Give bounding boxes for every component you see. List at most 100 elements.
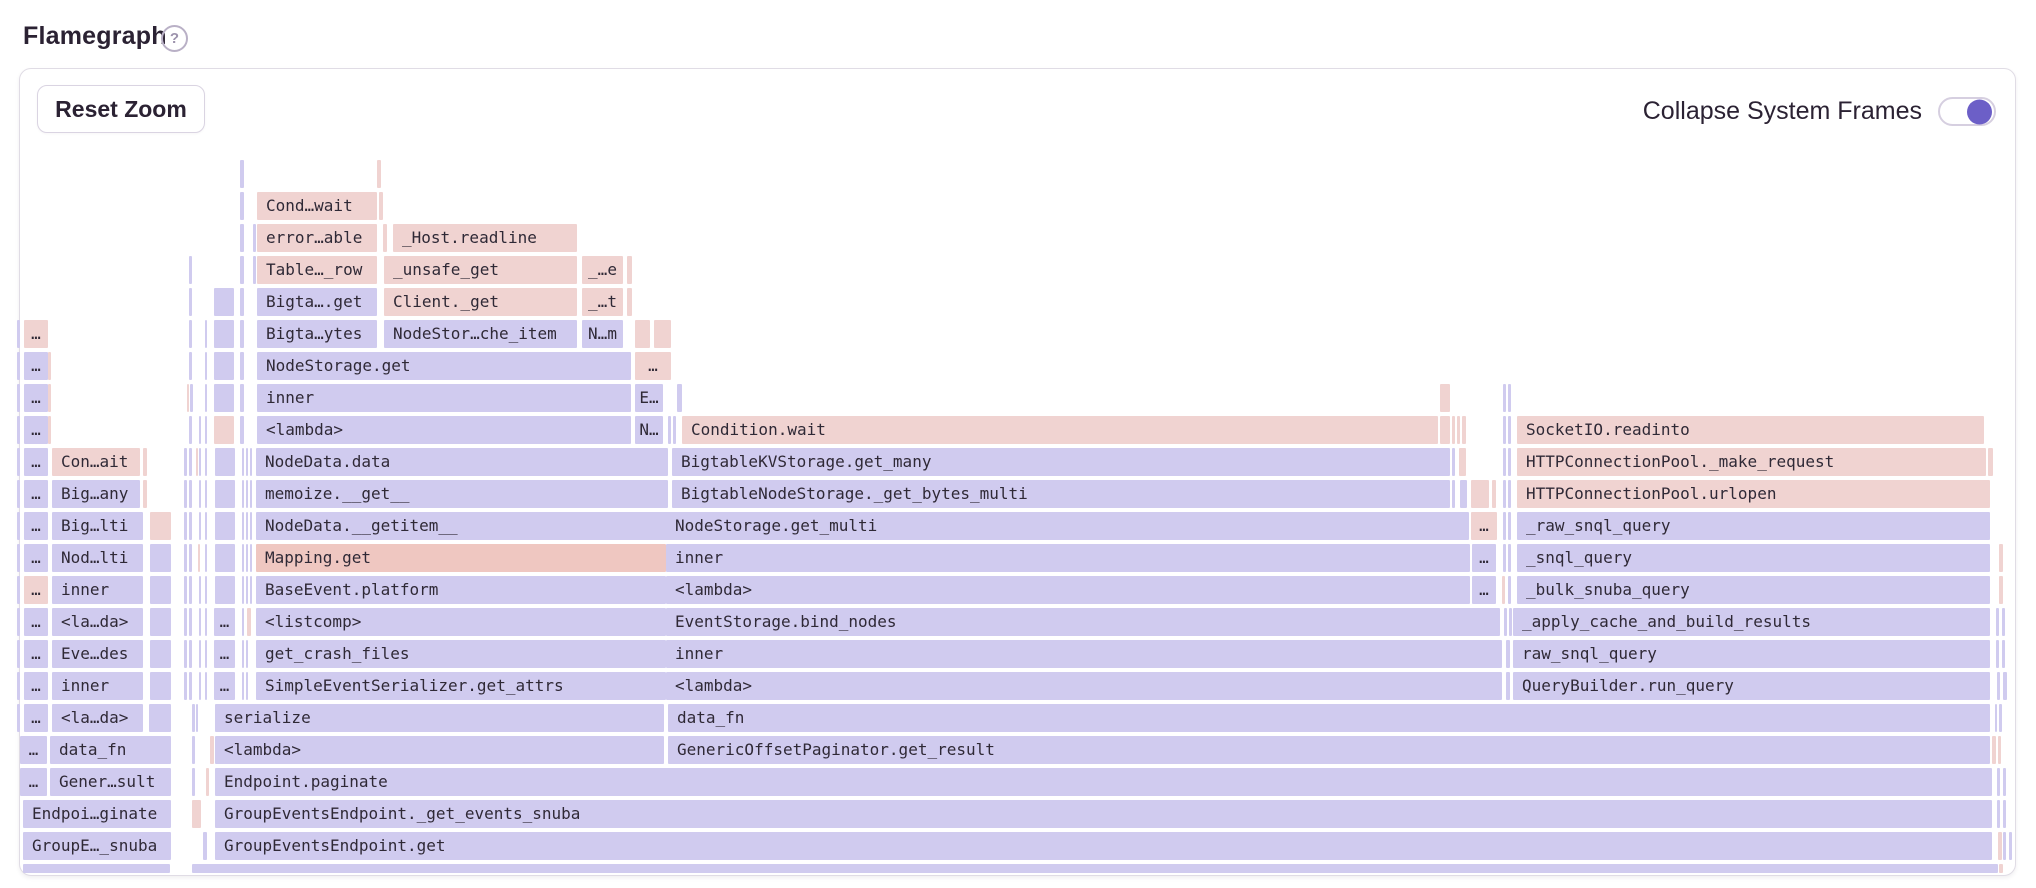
frame-bar[interactable]: <lambda>: [666, 576, 1470, 604]
frame-sliver[interactable]: [189, 480, 192, 508]
frame-sliver[interactable]: [150, 640, 171, 668]
frame-sliver[interactable]: [192, 736, 195, 764]
frame-sliver[interactable]: [199, 448, 201, 476]
frame-sliver[interactable]: [192, 768, 195, 796]
frame-bar[interactable]: Big…lti: [52, 512, 143, 540]
frame-sliver[interactable]: [253, 256, 256, 284]
frame-bar[interactable]: _snql_query: [1517, 544, 1990, 572]
frame-sliver[interactable]: [246, 480, 248, 508]
frame-sliver[interactable]: [206, 768, 209, 796]
frame-sliver[interactable]: [205, 608, 207, 636]
frame-bar[interactable]: Eve…des: [52, 640, 143, 668]
frame-sliver[interactable]: [189, 416, 192, 444]
frame-bar[interactable]: BigtableNodeStorage._get_bytes_multi: [672, 480, 1450, 508]
reset-zoom-button[interactable]: Reset Zoom: [37, 85, 205, 133]
frame-sliver[interactable]: [205, 576, 207, 604]
frame-sliver[interactable]: [242, 608, 244, 636]
frame-bar[interactable]: …: [24, 608, 48, 636]
frame-bar[interactable]: get_crash_files: [256, 640, 666, 668]
frame-bar[interactable]: SimpleEventSerializer.get_attrs: [256, 672, 666, 700]
frame-bar[interactable]: …: [214, 640, 235, 668]
frame-bar[interactable]: _…t: [582, 288, 623, 316]
frame-sliver[interactable]: [1462, 416, 1466, 444]
frame-sliver[interactable]: [192, 704, 195, 732]
frame-sliver[interactable]: [1508, 416, 1511, 444]
frame-sliver[interactable]: [199, 480, 201, 508]
frame-sliver[interactable]: [1998, 832, 2002, 860]
frame-bar[interactable]: HTTPConnectionPool._make_request: [1517, 448, 1986, 476]
frame-sliver[interactable]: [677, 384, 682, 412]
frame-bar[interactable]: <lambda>: [257, 416, 631, 444]
frame-sliver[interactable]: [242, 448, 244, 476]
frame-bar[interactable]: memoize.__get__: [256, 480, 668, 508]
frame-bar[interactable]: …: [1472, 544, 1496, 572]
frame-bar[interactable]: Bigta…ytes: [257, 320, 377, 348]
frame-sliver[interactable]: [1997, 800, 2000, 828]
frame-sliver[interactable]: [196, 704, 198, 732]
frame-sliver[interactable]: [199, 608, 201, 636]
frame-sliver[interactable]: [246, 672, 248, 700]
frame-sliver[interactable]: [189, 320, 192, 348]
frame-sliver[interactable]: [150, 672, 171, 700]
frame-sliver[interactable]: [250, 544, 252, 572]
frame-sliver[interactable]: [1997, 672, 2000, 700]
frame-bar[interactable]: NodeData.__getitem__: [256, 512, 668, 540]
frame-sliver[interactable]: [1440, 384, 1450, 412]
frame-sliver[interactable]: [1508, 512, 1511, 540]
frame-bar[interactable]: …: [214, 672, 235, 700]
frame-sliver[interactable]: [1503, 448, 1506, 476]
frame-bar[interactable]: Table…_row: [257, 256, 377, 284]
frame-sliver[interactable]: [242, 512, 244, 540]
frame-sliver[interactable]: [1452, 448, 1455, 476]
frame-bar[interactable]: …: [24, 704, 48, 732]
frame-sliver[interactable]: [189, 256, 192, 284]
frame-sliver[interactable]: [627, 256, 632, 284]
frame-sliver[interactable]: [242, 672, 244, 700]
frame-bar[interactable]: Gener…sult: [50, 768, 171, 796]
frame-sliver[interactable]: [240, 224, 244, 252]
frame-sliver[interactable]: [17, 416, 20, 444]
frame-bar[interactable]: <la…da>: [52, 608, 143, 636]
frame-sliver[interactable]: [1504, 608, 1507, 636]
frame-sliver[interactable]: [1503, 416, 1506, 444]
frame-sliver[interactable]: [1471, 480, 1489, 508]
frame-bar[interactable]: GenericOffsetPaginator.get_result: [668, 736, 1990, 764]
frame-sliver[interactable]: [242, 576, 244, 604]
frame-sliver[interactable]: [240, 416, 244, 444]
frame-sliver[interactable]: [1509, 608, 1512, 636]
frame-bar[interactable]: …: [24, 640, 48, 668]
frame-bar[interactable]: …: [24, 352, 48, 380]
frame-sliver[interactable]: [1996, 608, 1999, 636]
frame-sliver[interactable]: [2009, 832, 2012, 860]
frame-sliver[interactable]: [199, 672, 201, 700]
frame-bar[interactable]: …: [635, 352, 671, 380]
frame-bar[interactable]: SocketIO.readinto: [1517, 416, 1984, 444]
frame-bar[interactable]: …: [1471, 512, 1497, 540]
frame-bar[interactable]: NodeStorage.get_multi: [666, 512, 1469, 540]
frame-sliver[interactable]: [673, 416, 676, 444]
frame-sliver[interactable]: [150, 512, 171, 540]
frame-sliver[interactable]: [150, 576, 171, 604]
frame-bar[interactable]: Nod…lti: [52, 544, 143, 572]
frame-sliver[interactable]: [205, 672, 207, 700]
frame-bar[interactable]: data_fn: [668, 704, 1990, 732]
frame-bar[interactable]: BaseEvent.platform: [256, 576, 666, 604]
frame-sliver[interactable]: [2003, 672, 2007, 700]
frame-sliver[interactable]: [250, 576, 252, 604]
frame-sliver[interactable]: [1997, 768, 2000, 796]
frame-sliver[interactable]: [1492, 480, 1496, 508]
frame-bar[interactable]: serialize: [215, 704, 664, 732]
frame-sliver[interactable]: [215, 512, 235, 540]
frame-bar[interactable]: EventStorage.bind_nodes: [666, 608, 1500, 636]
frame-sliver[interactable]: [379, 192, 383, 220]
frame-sliver[interactable]: [17, 480, 20, 508]
frame-bar[interactable]: _…e: [582, 256, 623, 284]
frame-sliver[interactable]: [1999, 544, 2003, 572]
frame-bar[interactable]: <listcomp>: [256, 608, 666, 636]
frame-sliver[interactable]: [215, 576, 235, 604]
frame-sliver[interactable]: [189, 288, 192, 316]
frame-sliver[interactable]: [192, 864, 1998, 873]
frame-sliver[interactable]: [240, 288, 244, 316]
frame-bar[interactable]: …: [24, 544, 48, 572]
